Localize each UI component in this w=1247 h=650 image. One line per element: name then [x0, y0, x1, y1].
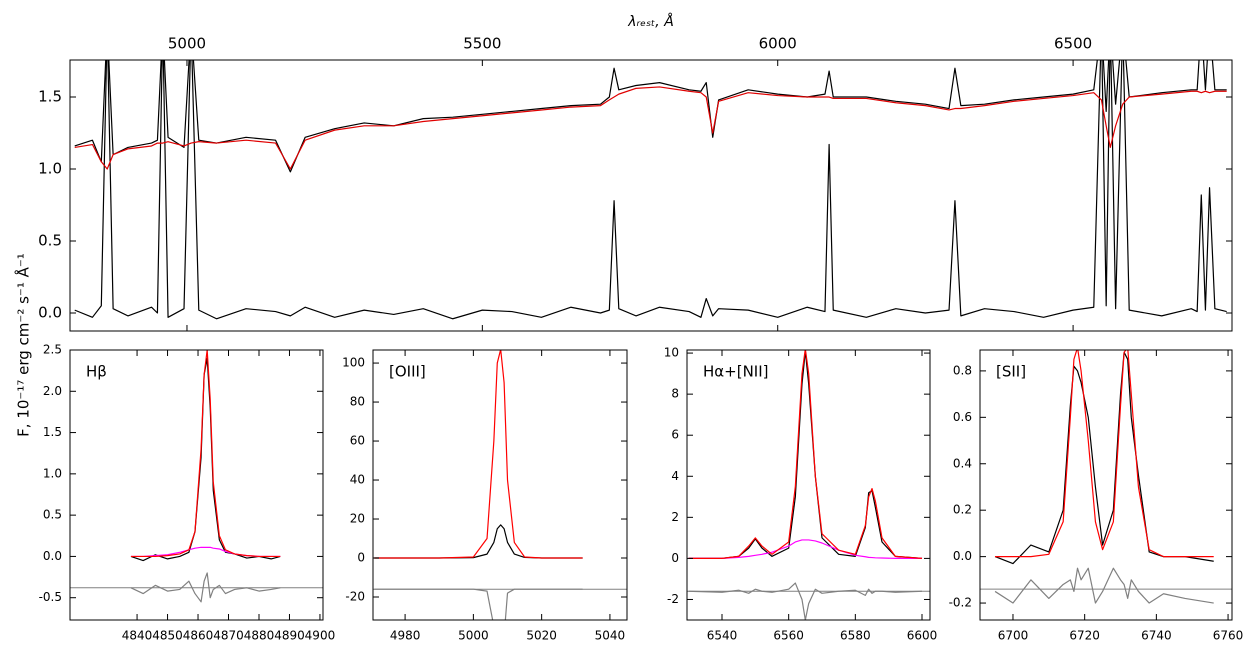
x-tick-label: 4900 — [305, 629, 336, 643]
series-line — [688, 350, 923, 559]
axes-frame — [686, 349, 931, 621]
panel-label: [SII] — [996, 363, 1026, 381]
x-tick-label: 4860 — [183, 629, 214, 643]
y-tick-label: 2 — [671, 510, 679, 524]
x-tick-label: 6740 — [1141, 629, 1172, 643]
y-tick-label: 0 — [671, 551, 679, 565]
x-tick-label: 6580 — [840, 629, 871, 643]
x-tick-label: 6540 — [707, 629, 738, 643]
x-tick-label: 4880 — [244, 629, 275, 643]
series-line — [374, 588, 583, 620]
y-tick-label: 0.0 — [953, 549, 972, 563]
series-line — [130, 357, 281, 562]
x-tick-label: 4890 — [274, 629, 305, 643]
x-tick-label: 5500 — [463, 35, 501, 53]
axes-frame — [69, 349, 324, 621]
y-tick-label: -0.5 — [39, 590, 62, 604]
x-tick-label: 5040 — [595, 629, 626, 643]
x-tick-label: 6500 — [1054, 35, 1092, 53]
plot-area — [70, 350, 323, 603]
series-line — [374, 524, 583, 559]
panel-label: [OIII] — [389, 363, 426, 381]
x-tick-label: 6600 — [907, 629, 938, 643]
y-tick-label: 0.5 — [38, 232, 62, 250]
y-tick-label: 40 — [350, 473, 365, 487]
y-tick-label: 8 — [671, 387, 679, 401]
series-line — [74, 60, 1227, 320]
series-line — [374, 350, 583, 559]
y-tick-label: 100 — [342, 356, 365, 370]
x-tick-label: 5000 — [458, 629, 489, 643]
x-tick-label: 6700 — [998, 629, 1029, 643]
y-tick-label: 2.0 — [43, 384, 62, 398]
axes-frame — [69, 59, 1233, 332]
y-tick-label: -0.2 — [949, 596, 972, 610]
x-tick-label: 4840 — [122, 629, 153, 643]
series-line — [688, 539, 922, 559]
y-tick-label: 0.0 — [43, 549, 62, 563]
y-tick-label: 10 — [664, 346, 679, 360]
x-tick-label: 6000 — [759, 35, 797, 53]
panel-label: Hβ — [86, 363, 107, 381]
x-tick-label: 4870 — [213, 629, 244, 643]
y-tick-label: 0.8 — [953, 363, 972, 377]
y-tick-label: 6 — [671, 428, 679, 442]
y-tick-label: 0.2 — [953, 503, 972, 517]
series-line — [994, 351, 1214, 565]
x-tick-label: 4980 — [390, 629, 421, 643]
x-tick-label: 5020 — [526, 629, 557, 643]
y-tick-label: 80 — [350, 395, 365, 409]
plot-area — [74, 60, 1227, 320]
y-tick-label: -20 — [345, 589, 365, 603]
y-axis-label: F, 10⁻¹⁷ erg cm⁻² s⁻¹ Å⁻¹ — [14, 253, 33, 437]
panel-label: Hα+[NII] — [703, 363, 769, 381]
axes-frame — [979, 349, 1233, 621]
series-line — [688, 350, 923, 559]
y-tick-label: 60 — [350, 434, 365, 448]
x-tick-label: 6560 — [773, 629, 804, 643]
y-tick-label: 4 — [671, 469, 679, 483]
y-tick-label: 1.0 — [43, 466, 62, 480]
series-line — [688, 582, 923, 620]
y-tick-label: 1.5 — [43, 425, 62, 439]
y-tick-label: 2.5 — [43, 343, 62, 357]
y-tick-label: 1.0 — [38, 160, 62, 178]
x-tick-label: 6720 — [1069, 629, 1100, 643]
x-tick-label: 5000 — [168, 35, 206, 53]
axes-frame — [372, 349, 628, 621]
y-tick-label: 0.5 — [43, 508, 62, 522]
series-line — [994, 567, 1214, 604]
plot-area — [980, 350, 1232, 604]
series-line — [130, 572, 281, 603]
x-axis-label: λᵣₑₛₜ, Å — [627, 13, 674, 30]
x-tick-label: 4850 — [152, 629, 183, 643]
series-line — [995, 350, 1214, 558]
y-tick-label: 0 — [357, 551, 365, 565]
y-tick-label: -2 — [667, 592, 679, 606]
y-tick-label: 1.5 — [38, 88, 62, 106]
y-tick-label: 0.6 — [953, 410, 972, 424]
plot-area — [373, 350, 627, 620]
plot-area — [687, 350, 930, 620]
series-line — [74, 86, 1227, 170]
y-tick-label: 0.0 — [38, 304, 62, 322]
y-tick-label: 0.4 — [953, 456, 972, 470]
series-line — [130, 350, 281, 558]
series-line — [74, 60, 1227, 173]
y-tick-label: 20 — [350, 512, 365, 526]
x-tick-label: 6760 — [1213, 629, 1244, 643]
